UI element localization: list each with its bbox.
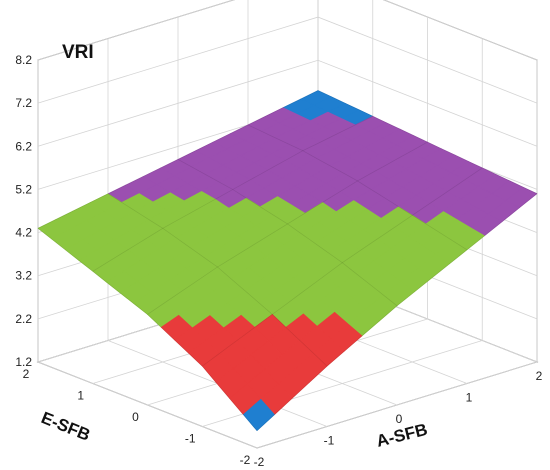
y-tick-label: 1 <box>77 389 84 403</box>
x-tick-label: 2 <box>536 369 543 383</box>
surface-mesh-line <box>256 193 538 431</box>
x-tick-label: 1 <box>466 391 473 405</box>
surface-mesh-line <box>177 159 398 307</box>
surface-mesh-line <box>202 167 483 367</box>
z-tick-label: 2.2 <box>15 312 32 326</box>
y-tick-label: 0 <box>132 410 139 424</box>
surface-mesh-line <box>37 90 319 229</box>
surface-mesh-line <box>37 228 258 431</box>
x-tick-label: -1 <box>324 434 335 448</box>
z-tick-label: 1.2 <box>15 355 32 369</box>
chart-title: VRI <box>62 42 94 63</box>
surface-mesh-line <box>247 124 468 251</box>
surface-mesh-line <box>107 193 328 367</box>
z-tick-label: 4.2 <box>15 226 32 240</box>
x-tick-label: -2 <box>254 455 265 469</box>
y-axis-label: E-SFB <box>39 408 93 445</box>
surface-mesh <box>37 90 538 432</box>
y-gridline-floor <box>256 361 538 449</box>
surface-cell <box>243 398 275 432</box>
surface-mesh-line <box>92 115 373 272</box>
z-tick-label: 8.2 <box>15 53 32 67</box>
z-tick-label: 3.2 <box>15 269 32 283</box>
z-tick-label: 7.2 <box>15 96 32 110</box>
z-gridline <box>37 0 538 61</box>
y-tick-label: -2 <box>240 453 251 467</box>
y-tick-label: -1 <box>185 432 196 446</box>
z-tick-label: 6.2 <box>15 139 32 153</box>
surface-mesh-line <box>317 90 538 195</box>
z-tick-label: 5.2 <box>15 182 32 196</box>
x-tick-label: 0 <box>396 412 403 426</box>
surface-mesh-line <box>147 141 428 315</box>
axis-ticks: 1.2 2.2 3.2 4.2 5.2 6.2 7.2 8.2 -2 -1 0 1 2 -2 -1 0 1 2 <box>15 53 542 469</box>
y-tick-label: 2 <box>23 367 30 381</box>
